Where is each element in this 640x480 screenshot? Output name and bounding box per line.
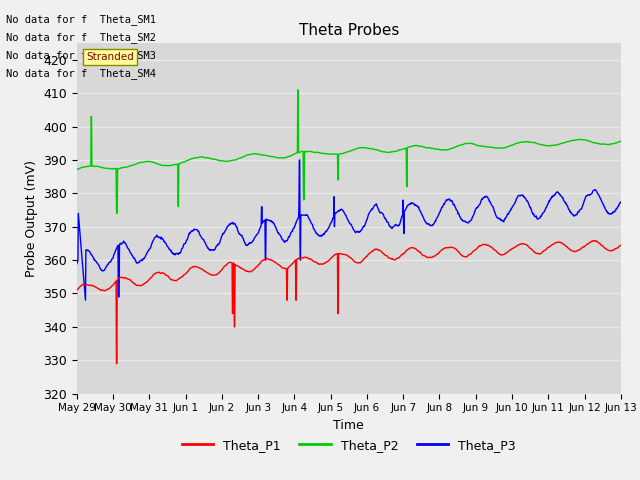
Text: No data for f  Theta_SM2: No data for f Theta_SM2 xyxy=(6,32,156,43)
Text: No data for f  Theta_SM1: No data for f Theta_SM1 xyxy=(6,13,156,24)
Text: No data for f  Theta_SM3: No data for f Theta_SM3 xyxy=(6,50,156,61)
Y-axis label: Probe Output (mV): Probe Output (mV) xyxy=(25,160,38,277)
Text: No data for f  Theta_SM4: No data for f Theta_SM4 xyxy=(6,68,156,79)
Title: Theta Probes: Theta Probes xyxy=(299,23,399,38)
Text: Stranded: Stranded xyxy=(86,52,134,62)
X-axis label: Time: Time xyxy=(333,419,364,432)
Legend: Theta_P1, Theta_P2, Theta_P3: Theta_P1, Theta_P2, Theta_P3 xyxy=(177,434,521,457)
